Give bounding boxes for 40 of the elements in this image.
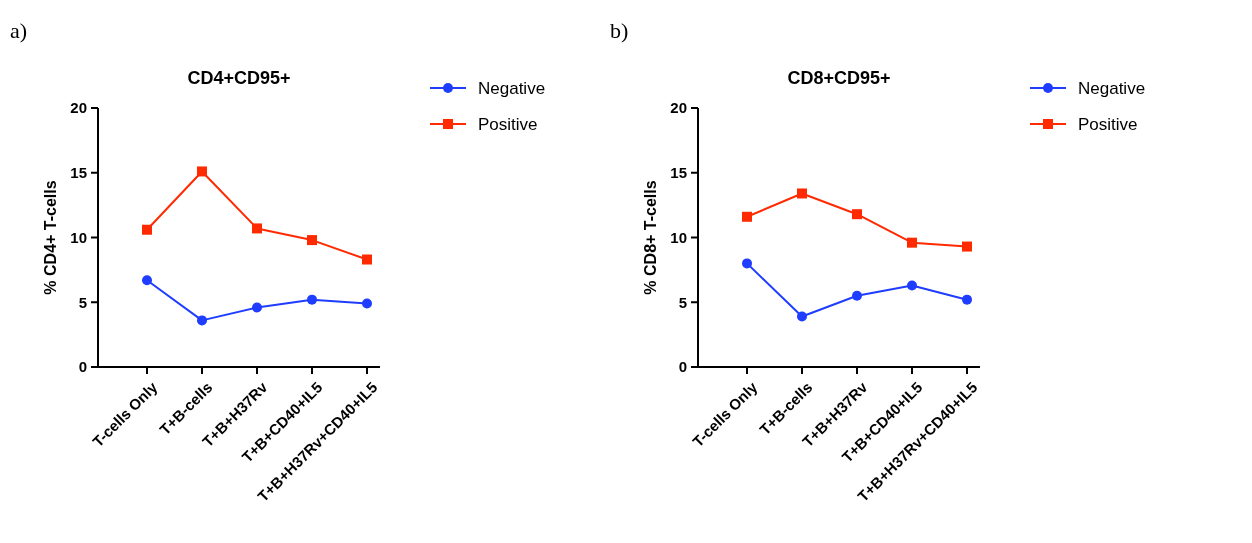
point bbox=[797, 188, 807, 199]
text: a) bbox=[10, 18, 28, 43]
chart-title: CD8+CD95+ bbox=[787, 68, 891, 88]
point bbox=[142, 224, 152, 235]
y-tick-label: 10 bbox=[670, 228, 687, 246]
y-tick-label: 5 bbox=[78, 293, 87, 311]
point bbox=[742, 211, 752, 222]
legend-label: Positive bbox=[1078, 114, 1138, 134]
point bbox=[962, 294, 972, 305]
point bbox=[307, 235, 317, 246]
point bbox=[852, 290, 862, 301]
y-axis-title: % CD4+ T-cells bbox=[42, 180, 59, 295]
point bbox=[852, 209, 862, 220]
point bbox=[907, 280, 917, 291]
point bbox=[962, 241, 972, 252]
y-axis-title: % CD8+ T-cells bbox=[642, 180, 659, 295]
y-tick-label: 10 bbox=[70, 228, 87, 246]
point bbox=[362, 298, 372, 309]
y-tick-label: 5 bbox=[678, 293, 687, 311]
legend-label: Negative bbox=[1078, 78, 1146, 98]
point bbox=[362, 254, 372, 265]
point bbox=[197, 166, 207, 177]
point bbox=[797, 311, 807, 322]
point bbox=[307, 294, 317, 305]
point bbox=[742, 258, 752, 269]
chart-title: CD4+CD95+ bbox=[187, 68, 291, 88]
y-tick-label: 0 bbox=[78, 358, 87, 376]
y-tick-label: 20 bbox=[670, 99, 687, 117]
point bbox=[142, 275, 152, 286]
text: b) bbox=[610, 18, 629, 43]
point bbox=[907, 237, 917, 248]
y-tick-label: 15 bbox=[670, 164, 687, 181]
y-tick-label: 15 bbox=[70, 164, 87, 181]
legend-label: Positive bbox=[478, 114, 538, 134]
point bbox=[197, 315, 207, 326]
y-tick-label: 20 bbox=[70, 99, 87, 117]
point bbox=[252, 302, 262, 313]
legend-label: Negative bbox=[478, 78, 546, 98]
y-tick-label: 0 bbox=[678, 358, 687, 376]
point bbox=[252, 223, 262, 234]
